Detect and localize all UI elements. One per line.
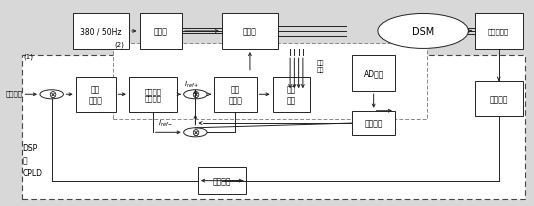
Circle shape	[40, 90, 64, 99]
Circle shape	[184, 90, 207, 99]
Text: 电流
调节器: 电流 调节器	[229, 85, 242, 104]
Bar	[352, 111, 395, 136]
Text: 转速反馈: 转速反馈	[213, 176, 231, 185]
Bar	[222, 14, 278, 50]
Text: 励相
电流: 励相 电流	[317, 60, 324, 72]
Text: (2): (2)	[114, 41, 124, 47]
Text: 与: 与	[22, 156, 27, 165]
Bar	[198, 167, 246, 194]
Bar	[129, 77, 177, 112]
Text: DSM: DSM	[412, 27, 434, 37]
Text: 电流反馈: 电流反馈	[364, 119, 383, 128]
Text: ⊗: ⊗	[191, 90, 199, 100]
Circle shape	[378, 14, 468, 49]
Text: CPLD: CPLD	[22, 168, 42, 177]
Bar	[76, 77, 115, 112]
Bar	[22, 56, 525, 199]
Text: ⊗: ⊗	[48, 90, 56, 100]
Bar	[139, 14, 182, 50]
Text: 整流桥: 整流桥	[154, 27, 168, 36]
Bar	[113, 44, 427, 119]
Circle shape	[184, 128, 207, 137]
Text: 电流幅值
计算模块: 电流幅值 计算模块	[144, 88, 161, 102]
Bar	[214, 77, 256, 112]
Text: $I_{ref-}$: $I_{ref-}$	[158, 118, 174, 129]
Bar	[272, 77, 310, 112]
Text: (1): (1)	[23, 53, 34, 60]
Text: ⊗: ⊗	[191, 128, 199, 138]
Bar	[475, 82, 523, 116]
Bar	[73, 14, 129, 50]
Text: 给定转速: 给定转速	[5, 90, 22, 96]
Text: DSP: DSP	[22, 144, 38, 152]
Text: 转速
调节器: 转速 调节器	[89, 85, 103, 104]
Text: 位置信号: 位置信号	[490, 94, 508, 103]
Text: $I_{ref+}$: $I_{ref+}$	[184, 80, 199, 90]
Text: 位置传感器: 位置传感器	[488, 29, 509, 35]
Text: 380 / 50Hz: 380 / 50Hz	[80, 27, 122, 36]
Text: 逆变桥: 逆变桥	[243, 27, 257, 36]
Text: 驱动
电路: 驱动 电路	[287, 85, 296, 104]
Bar	[475, 14, 523, 50]
Bar	[352, 56, 395, 92]
Text: AD采样: AD采样	[364, 69, 384, 78]
